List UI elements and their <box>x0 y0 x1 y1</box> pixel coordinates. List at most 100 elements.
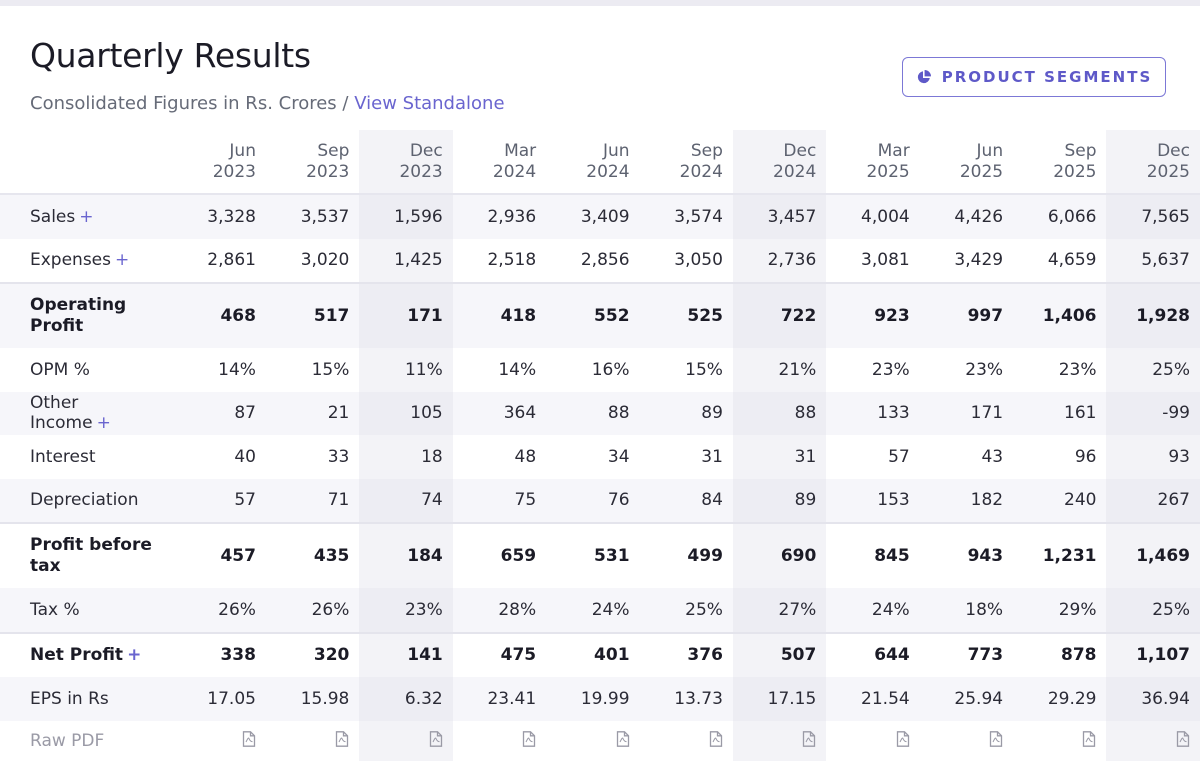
value-cell: 89 <box>732 478 827 523</box>
value-cell: 23% <box>871 359 910 380</box>
row-label-text: Other Income <box>30 393 93 434</box>
expand-plus-button[interactable]: + <box>115 250 130 271</box>
row-label[interactable]: Sales + <box>0 194 173 239</box>
value-cell: 2,518 <box>487 250 537 271</box>
raw-pdf-link[interactable] <box>453 721 546 761</box>
value-cell: 3,328 <box>172 194 266 239</box>
raw-pdf-link[interactable] <box>732 720 827 761</box>
value-cell: 93 <box>1106 435 1200 479</box>
value-cell: 435 <box>265 522 360 588</box>
row-label: EPS in Rs <box>0 677 173 721</box>
value-cell: 25.94 <box>919 677 1014 721</box>
value-cell: 499 <box>639 522 733 588</box>
column-year: 2025 <box>959 161 1004 182</box>
value-cell: 923 <box>826 282 920 348</box>
value-cell: 26% <box>265 588 360 633</box>
value-cell: 4,426 <box>919 194 1014 239</box>
value-cell: 338 <box>172 631 266 677</box>
value-cell: 240 <box>1013 478 1107 523</box>
pdf-file-icon <box>989 730 1003 747</box>
column-header: Mar 2025 <box>826 130 920 195</box>
value-cell: 27% <box>732 588 827 633</box>
expand-plus-button[interactable]: + <box>96 413 111 434</box>
raw-pdf-link[interactable] <box>826 721 919 761</box>
row-label-text: Sales <box>30 206 76 227</box>
value-cell: 376 <box>639 631 733 677</box>
value-cell: 531 <box>546 522 640 588</box>
value-cell: 19.99 <box>546 677 640 721</box>
raw-pdf-link[interactable] <box>359 720 453 761</box>
value-cell: 2,736 <box>732 238 827 283</box>
value-cell: 1,469 <box>1106 522 1200 588</box>
value-cell: 2,936 <box>452 194 547 239</box>
column-year: 2023 <box>212 161 256 182</box>
raw-pdf-link[interactable] <box>266 721 359 761</box>
value-cell: 14% <box>498 359 537 380</box>
value-cell: 7,565 <box>1106 194 1200 239</box>
column-year: 2024 <box>492 161 537 182</box>
row-label[interactable]: Net Profit + <box>0 631 173 677</box>
row-label: Interest <box>0 435 173 479</box>
value-cell: 14% <box>218 359 256 380</box>
raw-pdf-link[interactable] <box>640 721 733 761</box>
raw-pdf-link[interactable] <box>546 721 639 761</box>
column-header: Dec 2024 <box>732 130 827 195</box>
value-cell: 690 <box>732 522 827 588</box>
column-header: Mar 2024 <box>452 130 547 195</box>
table-row: OPM % 14% 15% 11% 14% 16% 15% 21% 23% 23% 23% 25% <box>0 348 1200 392</box>
column-header: Dec 2025 <box>1106 130 1200 195</box>
expand-plus-button[interactable]: + <box>127 645 142 666</box>
value-cell: 36.94 <box>1106 677 1200 721</box>
value-cell: 457 <box>172 522 266 588</box>
value-cell: 88 <box>546 391 640 435</box>
value-cell: 28% <box>452 588 547 633</box>
value-cell: 5,637 <box>1106 238 1200 283</box>
value-cell: 75 <box>452 478 547 523</box>
product-segments-button[interactable]: PRODUCT SEGMENTS <box>902 57 1166 97</box>
value-cell: 644 <box>826 631 920 677</box>
value-cell: 29% <box>1013 588 1107 633</box>
view-standalone-link[interactable]: View Standalone <box>354 93 505 114</box>
column-month: Mar <box>877 140 910 161</box>
value-cell: 15% <box>311 359 350 380</box>
value-cell: 24% <box>546 588 640 633</box>
value-cell: 21% <box>732 348 827 392</box>
value-cell: 105 <box>359 391 453 435</box>
value-cell: 3,050 <box>674 250 723 271</box>
value-cell: 43 <box>981 446 1004 467</box>
value-cell: 184 <box>359 522 453 588</box>
raw-pdf-link[interactable] <box>1106 720 1200 761</box>
value-cell: 418 <box>452 282 547 348</box>
raw-pdf-link[interactable] <box>173 721 266 761</box>
value-cell: -99 <box>1106 391 1200 435</box>
row-label[interactable]: Expenses + <box>0 239 173 284</box>
row-label[interactable]: Other Income + <box>0 391 173 435</box>
value-cell: 31 <box>701 446 723 467</box>
value-cell: 25% <box>639 588 733 633</box>
value-cell: 96 <box>1074 446 1097 467</box>
value-cell: 17.05 <box>172 677 266 721</box>
row-label: Depreciation <box>0 478 173 523</box>
table-row: Tax % 26% 26% 23% 28% 24% 25% 27% 24% 18% 29% 25% <box>0 588 1200 633</box>
column-year: 2025 <box>1053 161 1097 182</box>
value-cell: 17.15 <box>732 677 827 721</box>
value-cell: 31 <box>732 435 827 479</box>
column-header: Jun 2024 <box>546 130 640 195</box>
value-cell: 3,574 <box>639 194 733 239</box>
header-row: Jun 2023 Sep 2023 Dec 2023 Mar 2024 Jun 2024 Sep 20… <box>0 130 1200 195</box>
raw-pdf-link[interactable] <box>1013 721 1106 761</box>
value-cell: 3,457 <box>732 194 827 239</box>
value-cell: 401 <box>546 631 640 677</box>
value-cell: 171 <box>919 391 1014 435</box>
pie-chart-icon <box>917 70 931 84</box>
value-cell: 845 <box>826 522 920 588</box>
top-bar <box>0 0 1200 6</box>
row-label: Raw PDF <box>0 721 173 761</box>
value-cell: 23.41 <box>452 677 547 721</box>
column-month: Dec <box>409 140 443 161</box>
raw-pdf-link[interactable] <box>920 721 1013 761</box>
subtitle: Consolidated Figures in Rs. Crores / Vie… <box>30 93 505 114</box>
value-cell: 11% <box>359 348 453 392</box>
value-cell: 71 <box>265 478 360 523</box>
expand-plus-button[interactable]: + <box>79 206 94 227</box>
